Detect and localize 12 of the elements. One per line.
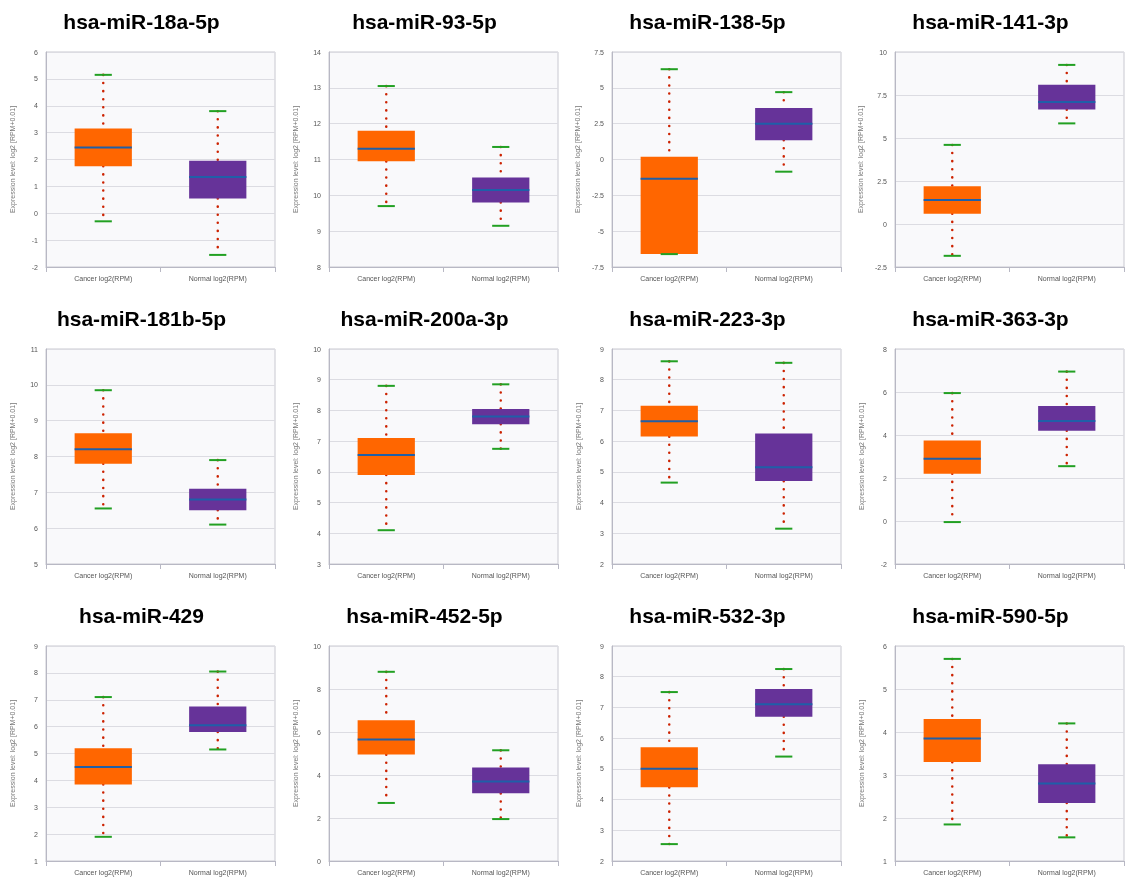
- chart-title: hsa-miR-223-3p: [629, 307, 786, 330]
- chart-title: hsa-miR-138-5p: [629, 10, 786, 33]
- chart-title: hsa-miR-452-5p: [346, 604, 503, 627]
- chart-title: hsa-miR-590-5p: [912, 604, 1069, 627]
- chart-title: hsa-miR-181b-5p: [56, 307, 227, 330]
- chart-title: hsa-miR-532-3p: [629, 604, 786, 627]
- chart-title: hsa-miR-18a-5p: [63, 10, 220, 33]
- chart-title: hsa-miR-93-5p: [352, 10, 497, 33]
- chart-title: hsa-miR-200a-3p: [340, 307, 509, 330]
- chart-title: hsa-miR-429: [79, 604, 204, 627]
- chart-title: hsa-miR-363-3p: [912, 307, 1069, 330]
- chart-title: hsa-miR-141-3p: [912, 10, 1069, 33]
